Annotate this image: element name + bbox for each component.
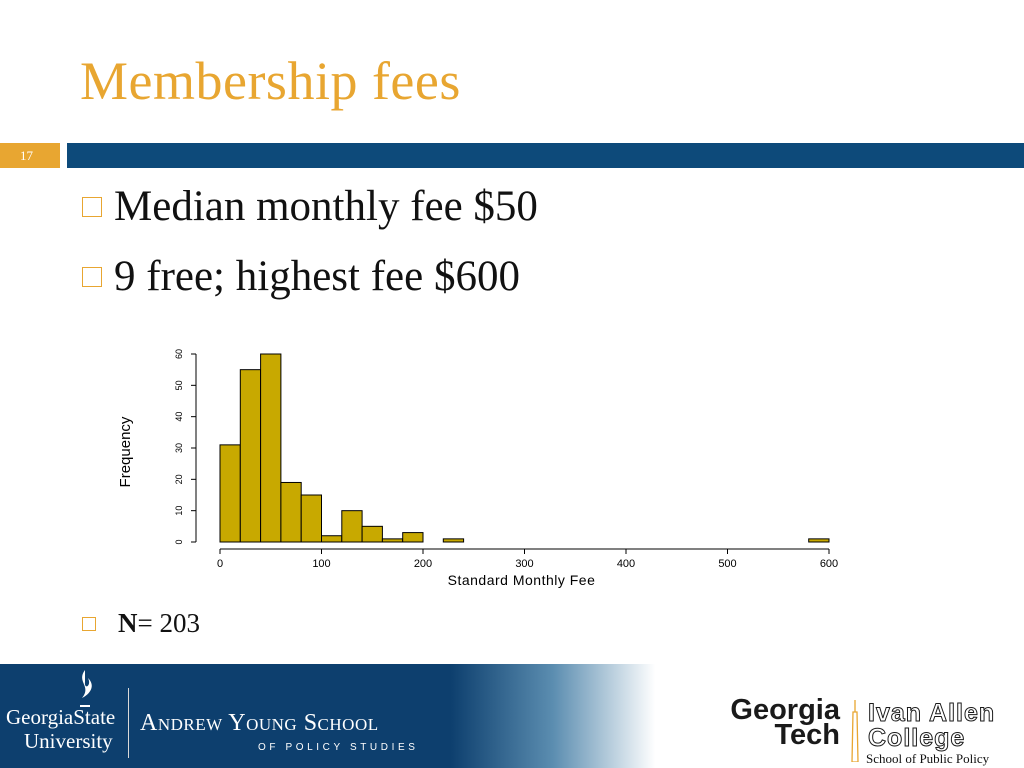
- bullet-box-icon: [82, 196, 102, 217]
- iac-line2: College: [867, 724, 966, 752]
- histogram-bar: [402, 532, 424, 543]
- bullet-sample-size: N = 203: [82, 608, 200, 639]
- spp-label: School of Public Policy: [866, 751, 990, 766]
- histogram-bar: [341, 510, 363, 543]
- bullet-text: Median monthly fee $50: [114, 183, 538, 230]
- gt-logo: Georgia Tech: [716, 694, 840, 751]
- header-rule: [67, 143, 1024, 168]
- x-tick-label: 500: [718, 558, 736, 570]
- histogram-bar: [442, 538, 465, 543]
- histogram-bar: [219, 444, 241, 543]
- gt-line1: Georgia: [730, 694, 840, 726]
- y-tick-label: 50: [174, 380, 184, 390]
- slide-number: 17: [0, 143, 60, 168]
- histogram-bar: [361, 525, 383, 543]
- histogram-bar: [239, 369, 262, 543]
- gsu-line1: GeorgiaState: [6, 705, 116, 729]
- y-tick-label: 40: [174, 412, 184, 422]
- n-label: N: [118, 608, 138, 638]
- y-tick-label: 0: [174, 539, 184, 544]
- bullet-median-fee: Median monthly fee $50: [82, 182, 538, 231]
- y-tick-label: 10: [174, 506, 184, 516]
- bullet-free-highest: 9 free; highest fee $600: [82, 252, 520, 301]
- gsu-flame-icon: [80, 670, 92, 707]
- histogram-bar-outlier: [808, 538, 830, 543]
- ays-sub: OF POLICY STUDIES: [258, 742, 419, 753]
- iac-logo: Ivan Allen College: [867, 699, 996, 752]
- y-tick-label: 30: [174, 443, 184, 453]
- y-tick-label: 60: [174, 349, 184, 359]
- y-tick-label: 20: [174, 474, 184, 484]
- x-tick-label: 0: [217, 558, 223, 570]
- gsu-logo: GeorgiaState University: [6, 705, 115, 753]
- histogram-bar: [321, 535, 343, 543]
- bullet-box-icon: [82, 616, 96, 631]
- x-tick-label: 400: [617, 558, 635, 570]
- x-axis-label: Standard Monthly Fee: [448, 572, 596, 588]
- x-tick-label: 200: [414, 558, 432, 570]
- ays-name: Andrew Young School: [140, 710, 379, 736]
- y-axis-label: Frequency: [117, 416, 134, 487]
- gt-line2: Tech: [774, 719, 840, 751]
- bullet-text: 9 free; highest fee $600: [114, 253, 520, 300]
- footer-divider: [128, 688, 129, 758]
- histogram-bar: [300, 494, 322, 543]
- tower-icon: [851, 700, 859, 762]
- x-tick-label: 600: [820, 558, 838, 570]
- bullet-box-icon: [82, 266, 102, 287]
- histogram-bar: [280, 481, 302, 543]
- slide-title: Membership fees: [80, 51, 461, 111]
- gsu-line2: University: [24, 729, 113, 753]
- x-tick-label: 100: [312, 558, 330, 570]
- histogram-bar: [260, 353, 282, 543]
- histogram-bar: [381, 538, 404, 543]
- n-value: = 203: [137, 608, 200, 638]
- x-tick-label: 300: [515, 558, 533, 570]
- iac-line1: Ivan Allen: [867, 699, 996, 727]
